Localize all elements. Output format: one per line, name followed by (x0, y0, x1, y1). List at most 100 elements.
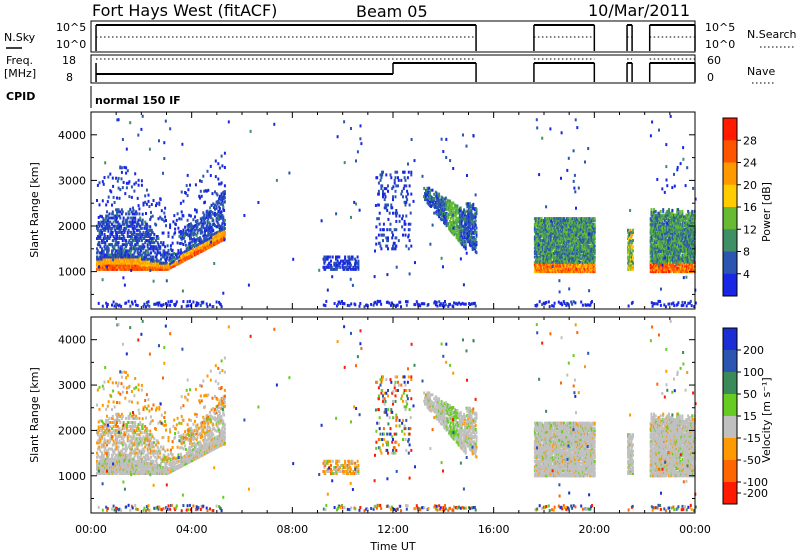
power-cell (438, 211, 441, 215)
power-cell (593, 237, 596, 241)
power-cell (442, 218, 445, 222)
power-cell (130, 210, 133, 214)
power-cell (663, 246, 666, 250)
power-cell (106, 245, 109, 249)
power-cell (565, 235, 568, 239)
power-cell (549, 237, 552, 241)
power-cell (339, 261, 342, 265)
power-cell (209, 222, 211, 226)
power-cell (147, 199, 150, 203)
power-cell (145, 202, 148, 206)
power-cell (576, 264, 579, 268)
power-cell (668, 233, 670, 237)
power-cell (589, 257, 592, 261)
power-cell (134, 226, 137, 230)
power-cell (470, 210, 473, 214)
power-cell (589, 268, 592, 272)
power-cell (153, 241, 156, 245)
power-cell (323, 265, 326, 269)
power-cell (145, 212, 147, 215)
power-cell (341, 263, 344, 267)
power-cell (179, 236, 182, 240)
power-cell (431, 188, 434, 192)
power-cell (449, 223, 452, 227)
power-cell (194, 240, 197, 244)
power-cell (383, 198, 386, 202)
power-cell (102, 237, 105, 240)
power-cell (135, 259, 138, 263)
power-cell (197, 228, 200, 232)
power-cell (130, 235, 133, 238)
power-cell (139, 253, 142, 257)
power-cell (118, 235, 121, 238)
power-cell (663, 264, 665, 268)
power-cell (214, 203, 216, 207)
power-cell (223, 222, 226, 226)
power-cell (111, 210, 114, 214)
power-cell (429, 191, 431, 195)
power-cell (131, 220, 134, 224)
power-cell (533, 237, 536, 241)
power-cell (176, 252, 179, 256)
power-cell (580, 228, 583, 232)
power-cell (113, 216, 116, 220)
power-cell (151, 214, 154, 218)
power-cell (195, 233, 198, 237)
power-cell (120, 237, 123, 240)
power-cell (588, 224, 591, 228)
power-cell (463, 208, 466, 212)
power-cell (585, 239, 588, 243)
power-cell (669, 250, 672, 253)
power-cell (136, 220, 139, 224)
power-cell (543, 220, 546, 224)
power-cell (210, 230, 213, 233)
power-cell (115, 220, 118, 224)
power-cell (565, 261, 568, 264)
power-cell (223, 221, 226, 225)
power-cell (668, 248, 671, 252)
power-cell (590, 220, 593, 224)
power-cell (220, 202, 223, 206)
power-cell (563, 253, 565, 257)
power-cell (587, 239, 590, 243)
power-cell (118, 214, 121, 218)
power-cell (563, 270, 565, 274)
power-cell (163, 219, 166, 223)
power-cell (593, 226, 596, 230)
power-cell (573, 242, 576, 246)
power-cell (403, 228, 406, 232)
power-cell (149, 217, 152, 221)
power-cell (408, 228, 411, 232)
power-cell (433, 196, 436, 200)
power-cell (540, 244, 543, 248)
power-cell (658, 242, 660, 246)
power-cell (583, 217, 586, 221)
power-cell (558, 262, 561, 266)
power-cell (194, 238, 197, 242)
power-cell (632, 255, 634, 259)
power-cell (387, 189, 389, 193)
power-cell (663, 261, 666, 264)
power-cell (652, 257, 655, 261)
power-cell (403, 170, 406, 174)
power-cell (116, 232, 118, 236)
power-cell (135, 239, 138, 243)
power-cell (204, 233, 206, 237)
power-cell (382, 192, 384, 196)
power-cell (200, 218, 203, 222)
power-cell (336, 259, 339, 263)
power-cell (101, 199, 104, 203)
power-cell (659, 253, 662, 257)
power-cell (653, 230, 656, 233)
power-cell (541, 268, 544, 272)
power-cell (427, 200, 430, 204)
power-cell (107, 226, 110, 230)
power-cell (116, 255, 118, 259)
power-cell (202, 234, 205, 238)
power-cell (141, 222, 144, 226)
power-cell (143, 237, 146, 240)
power-cell (388, 211, 391, 215)
power-cell (215, 219, 218, 223)
power-cell (377, 181, 380, 185)
power-cell (346, 259, 349, 263)
